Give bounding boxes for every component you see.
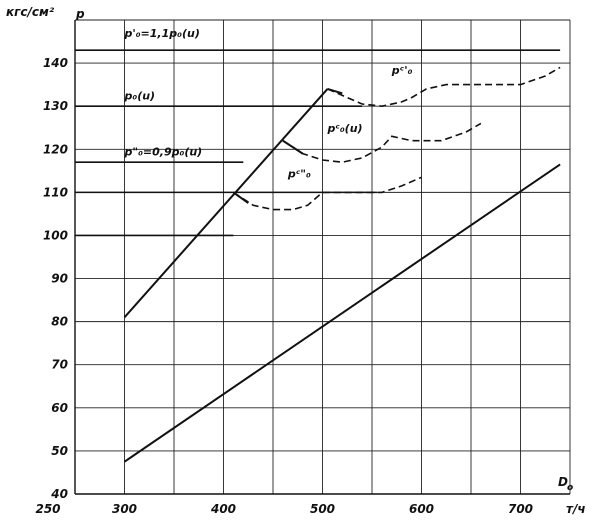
y-tick-label: 110 (43, 185, 68, 199)
annotation-label: p₀(u) (124, 90, 156, 103)
x-tick-label: 600 (409, 502, 434, 516)
annotation-label: pᶜ"₀ (287, 167, 311, 180)
dashed-series-line (232, 176, 422, 211)
x-tick-label: 400 (210, 502, 236, 516)
y-tick-label: 120 (43, 142, 68, 156)
y-tick-label: 40 (50, 487, 68, 501)
y-tick-label: 60 (51, 401, 68, 415)
y-tick-label: 90 (51, 272, 68, 286)
annotations: p'₀=1,1p₀(u) p₀(u) p"₀=0,9p₀(u) pᶜ'₀ pᶜ₀(u) p… (124, 27, 413, 180)
series-line (282, 139, 304, 155)
x-tick-labels: 250 300 400 500 600 700 (35, 502, 533, 516)
annotation-label: pᶜ'₀ (391, 64, 413, 77)
annotation-label: p"₀=0,9p₀(u) (124, 146, 203, 159)
series-line (123, 88, 329, 318)
y-tick-label: 130 (43, 99, 68, 113)
y-tick-label: 50 (51, 444, 68, 458)
y-tick-label: 140 (43, 56, 68, 70)
series-line (123, 163, 561, 463)
reference-lines (75, 49, 561, 237)
y-tick-label: 100 (43, 228, 68, 242)
x-axis-label-sub: o (567, 483, 573, 493)
dashed-series-line (327, 66, 561, 108)
dashed-series-line (282, 122, 482, 164)
x-axis-label: D (558, 475, 568, 489)
series-line (232, 191, 249, 204)
x-axis-unit: т/ч (566, 502, 586, 516)
x-tick-label: 700 (508, 502, 533, 516)
annotation-label: pᶜ₀(u) (326, 122, 362, 135)
x-tick-label: 250 (35, 502, 60, 516)
y-tick-label: 80 (51, 315, 68, 329)
x-tick-label: 300 (112, 502, 137, 516)
series-line (327, 87, 343, 95)
y-axis-unit: кгс/см² (6, 5, 55, 19)
x-tick-label: 500 (310, 502, 335, 516)
annotation-label: p'₀=1,1p₀(u) (124, 27, 200, 40)
series-group (123, 66, 561, 463)
y-axis-label: p (75, 7, 85, 21)
y-tick-labels: 40 50 60 70 80 90 100 110 120 130 140 (43, 56, 68, 501)
y-tick-label: 70 (51, 358, 68, 372)
